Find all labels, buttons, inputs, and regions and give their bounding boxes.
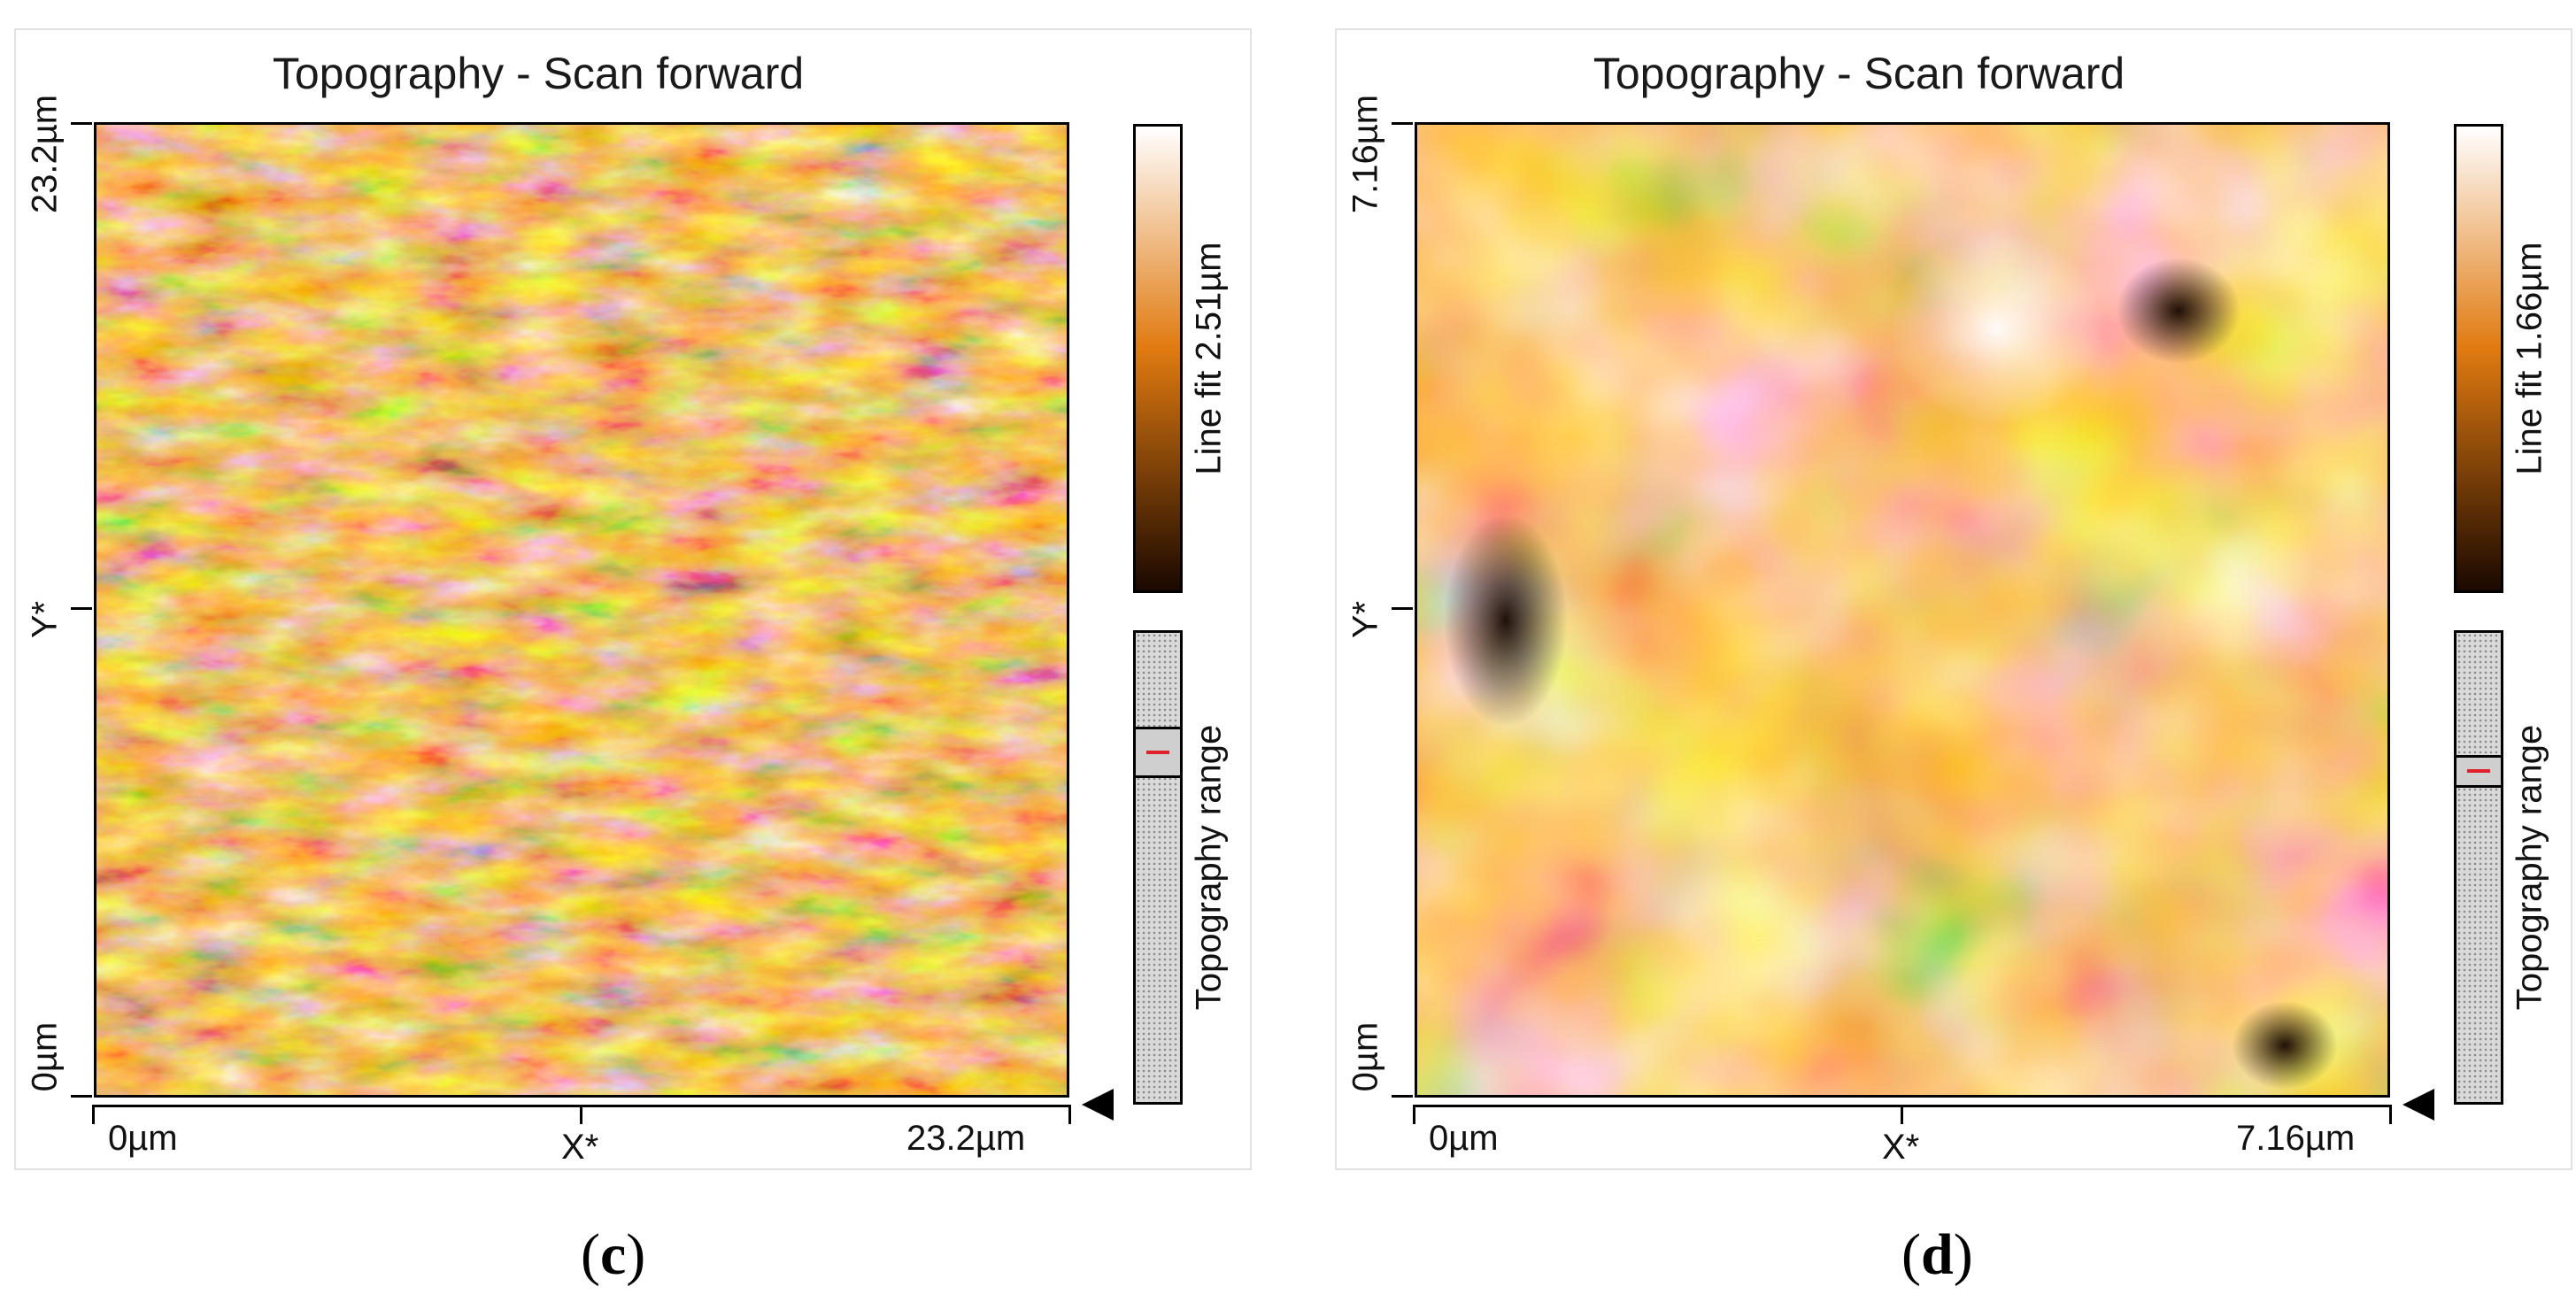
range-marker (2467, 769, 2490, 774)
x-tick-mark (1413, 1105, 1415, 1124)
y-tick-mark (71, 1095, 92, 1098)
colorbar (2454, 124, 2503, 593)
x-axis-label: X* (561, 1128, 599, 1167)
dark-pit (2232, 1001, 2338, 1090)
x-tick-mark (580, 1105, 582, 1124)
y-tick-mark (1392, 1095, 1413, 1098)
y-tick-mark (1392, 607, 1413, 610)
x-tick-mark (92, 1105, 95, 1124)
x-right-tick-label: 23.2µm (906, 1119, 1026, 1158)
y-tick-mark (71, 122, 92, 125)
caption-d: (d) (1901, 1222, 1973, 1287)
range-marker (1146, 751, 1169, 755)
topography-image[interactable] (1415, 122, 2390, 1098)
topography-image[interactable] (94, 122, 1069, 1098)
x-tick-mark (1068, 1105, 1071, 1124)
caption-c: (c) (581, 1222, 646, 1287)
x-left-tick-label: 0µm (1429, 1119, 1499, 1158)
y-tick-mark (71, 607, 92, 610)
afm-panel-c: Topography - Scan forward 23.2µm Y* 0µm (14, 28, 1252, 1170)
topography-range-slider[interactable] (1133, 630, 1183, 1105)
panel-title: Topography - Scan forward (272, 49, 805, 98)
x-left-tick-label: 0µm (108, 1119, 178, 1158)
panel-title: Topography - Scan forward (1593, 49, 2125, 98)
x-right-tick-label: 7.16µm (2236, 1119, 2356, 1158)
bright-grain (1891, 231, 2103, 426)
colorbar (1133, 124, 1183, 593)
pointer-arrow-icon[interactable] (2402, 1089, 2434, 1121)
topography-range-slider[interactable] (2454, 630, 2503, 1105)
dark-pit (2117, 258, 2241, 364)
x-tick-mark (2389, 1105, 2392, 1124)
x-tick-mark (1901, 1105, 1903, 1124)
x-axis-label: X* (1882, 1128, 1920, 1167)
range-window-handle[interactable] (2456, 754, 2501, 788)
afm-panel-d: Topography - Scan forward 7.16µm Y* 0µm (1335, 28, 2572, 1170)
range-window-handle[interactable] (1136, 727, 1180, 779)
y-tick-mark (1392, 122, 1413, 125)
pointer-arrow-icon[interactable] (1082, 1089, 1114, 1121)
dark-pit (1444, 514, 1568, 727)
